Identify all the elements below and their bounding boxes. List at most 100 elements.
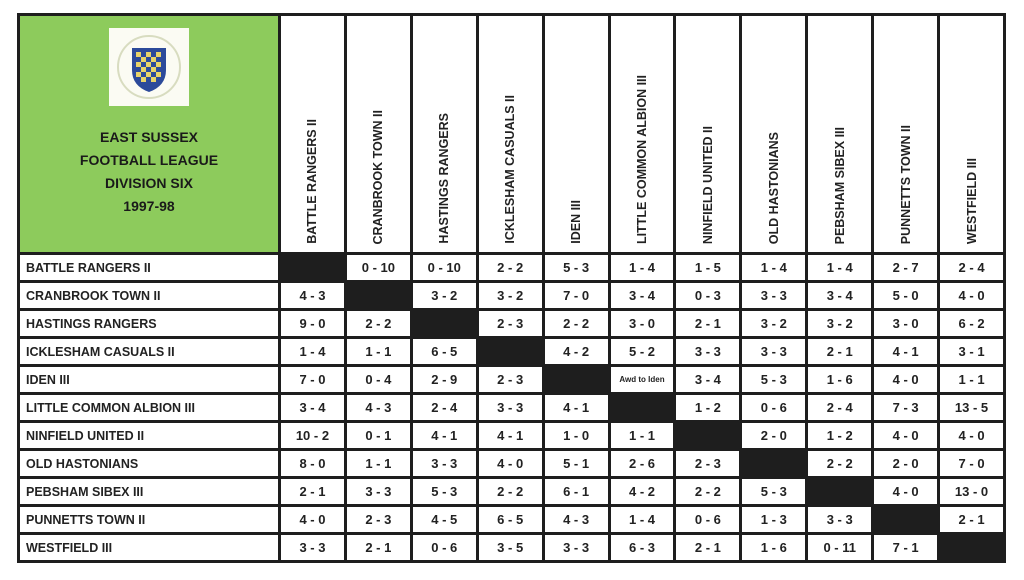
column-header: ICKLESHAM CASUALS II bbox=[478, 16, 542, 252]
result-cell: 3 - 3 bbox=[676, 339, 740, 364]
column-header-label: IDEN III bbox=[569, 200, 584, 244]
result-cell: 8 - 0 bbox=[281, 451, 344, 476]
result-cell: 1 - 4 bbox=[281, 339, 344, 364]
result-cell: 0 - 10 bbox=[412, 255, 476, 280]
result-cell: 0 - 11 bbox=[808, 535, 872, 560]
result-cell: 5 - 2 bbox=[610, 339, 674, 364]
result-cell: 4 - 0 bbox=[281, 507, 344, 532]
result-cell: 5 - 3 bbox=[544, 255, 608, 280]
result-cell: 0 - 4 bbox=[346, 367, 410, 392]
diagonal-blank-cell bbox=[610, 395, 674, 420]
result-cell: 2 - 2 bbox=[676, 479, 740, 504]
result-cell: 0 - 6 bbox=[742, 395, 806, 420]
result-cell: 1 - 2 bbox=[676, 395, 740, 420]
result-cell: 4 - 2 bbox=[610, 479, 674, 504]
diagonal-blank-cell bbox=[676, 423, 740, 448]
result-cell: 5 - 3 bbox=[742, 367, 806, 392]
result-cell: 3 - 3 bbox=[808, 507, 872, 532]
result-cell: 6 - 5 bbox=[478, 507, 542, 532]
result-cell: 6 - 2 bbox=[940, 311, 1003, 336]
column-header-label: OLD HASTONIANS bbox=[766, 131, 781, 244]
result-cell: 3 - 3 bbox=[742, 339, 806, 364]
column-header: NINFIELD UNITED II bbox=[676, 16, 740, 252]
result-cell: 3 - 5 bbox=[478, 535, 542, 560]
column-header-label: WESTFIELD III bbox=[964, 157, 979, 244]
result-cell: 2 - 2 bbox=[478, 479, 542, 504]
column-header-label: NINFIELD UNITED II bbox=[700, 125, 715, 244]
result-cell: 1 - 4 bbox=[742, 255, 806, 280]
result-cell: 4 - 3 bbox=[544, 507, 608, 532]
column-header-label: HASTINGS RANGERS bbox=[437, 113, 452, 244]
result-cell: 2 - 2 bbox=[808, 451, 872, 476]
result-cell: 2 - 1 bbox=[281, 479, 344, 504]
result-cell: 3 - 3 bbox=[742, 283, 806, 308]
result-cell: 2 - 1 bbox=[676, 535, 740, 560]
result-cell: 4 - 0 bbox=[874, 423, 938, 448]
diagonal-blank-cell bbox=[544, 367, 608, 392]
result-cell: 2 - 7 bbox=[874, 255, 938, 280]
result-cell: 3 - 3 bbox=[544, 535, 608, 560]
result-cell: 2 - 1 bbox=[676, 311, 740, 336]
result-cell: 3 - 3 bbox=[412, 451, 476, 476]
result-cell: 13 - 0 bbox=[940, 479, 1003, 504]
result-cell: 6 - 1 bbox=[544, 479, 608, 504]
row-header: BATTLE RANGERS II bbox=[20, 255, 278, 280]
result-cell: 2 - 2 bbox=[544, 311, 608, 336]
result-cell: 4 - 0 bbox=[874, 479, 938, 504]
result-cell: 0 - 6 bbox=[412, 535, 476, 560]
result-cell: 2 - 3 bbox=[478, 367, 542, 392]
result-cell: 2 - 3 bbox=[676, 451, 740, 476]
result-cell: 1 - 1 bbox=[346, 451, 410, 476]
result-cell: 10 - 2 bbox=[281, 423, 344, 448]
result-cell: 4 - 0 bbox=[940, 283, 1003, 308]
result-cell: 5 - 1 bbox=[544, 451, 608, 476]
result-cell: 2 - 1 bbox=[940, 507, 1003, 532]
league-crest-logo bbox=[109, 28, 189, 106]
result-cell: 3 - 2 bbox=[808, 311, 872, 336]
result-cell: Awd to Iden bbox=[610, 367, 674, 392]
result-cell: 5 - 0 bbox=[874, 283, 938, 308]
result-cell: 2 - 1 bbox=[808, 339, 872, 364]
row-header: HASTINGS RANGERS bbox=[20, 311, 278, 336]
column-header: BATTLE RANGERS II bbox=[281, 16, 344, 252]
result-cell: 3 - 4 bbox=[610, 283, 674, 308]
result-cell: 2 - 3 bbox=[478, 311, 542, 336]
result-cell: 1 - 0 bbox=[544, 423, 608, 448]
result-cell: 0 - 6 bbox=[676, 507, 740, 532]
result-cell: 3 - 4 bbox=[281, 395, 344, 420]
diagonal-blank-cell bbox=[742, 451, 806, 476]
title-line-1: EAST SUSSEX bbox=[99, 129, 199, 145]
result-cell: 1 - 4 bbox=[808, 255, 872, 280]
row-header: IDEN III bbox=[20, 367, 278, 392]
column-header: PEBSHAM SIBEX III bbox=[808, 16, 872, 252]
column-header-label: BATTLE RANGERS II bbox=[305, 119, 320, 244]
result-cell: 1 - 6 bbox=[742, 535, 806, 560]
column-header-label: PEBSHAM SIBEX III bbox=[832, 126, 847, 244]
result-cell: 4 - 5 bbox=[412, 507, 476, 532]
row-header: OLD HASTONIANS bbox=[20, 451, 278, 476]
result-cell: 3 - 0 bbox=[874, 311, 938, 336]
diagonal-blank-cell bbox=[874, 507, 938, 532]
result-cell: 5 - 3 bbox=[412, 479, 476, 504]
result-cell: 6 - 3 bbox=[610, 535, 674, 560]
result-cell: 7 - 3 bbox=[874, 395, 938, 420]
result-cell: 7 - 1 bbox=[874, 535, 938, 560]
result-cell: 7 - 0 bbox=[281, 367, 344, 392]
diagonal-blank-cell bbox=[478, 339, 542, 364]
result-cell: 4 - 1 bbox=[478, 423, 542, 448]
title-line-4: 1997-98 bbox=[123, 198, 175, 214]
result-cell: 3 - 3 bbox=[281, 535, 344, 560]
result-cell: 7 - 0 bbox=[544, 283, 608, 308]
result-cell: 5 - 3 bbox=[742, 479, 806, 504]
result-cell: 1 - 4 bbox=[610, 507, 674, 532]
result-cell: 2 - 2 bbox=[346, 311, 410, 336]
result-cell: 3 - 2 bbox=[412, 283, 476, 308]
row-header: LITTLE COMMON ALBION III bbox=[20, 395, 278, 420]
result-cell: 7 - 0 bbox=[940, 451, 1003, 476]
result-cell: 4 - 3 bbox=[281, 283, 344, 308]
diagonal-blank-cell bbox=[940, 535, 1003, 560]
row-header: ICKLESHAM CASUALS II bbox=[20, 339, 278, 364]
column-header: LITTLE COMMON ALBION III bbox=[610, 16, 674, 252]
result-cell: 4 - 1 bbox=[874, 339, 938, 364]
result-cell: 2 - 4 bbox=[412, 395, 476, 420]
